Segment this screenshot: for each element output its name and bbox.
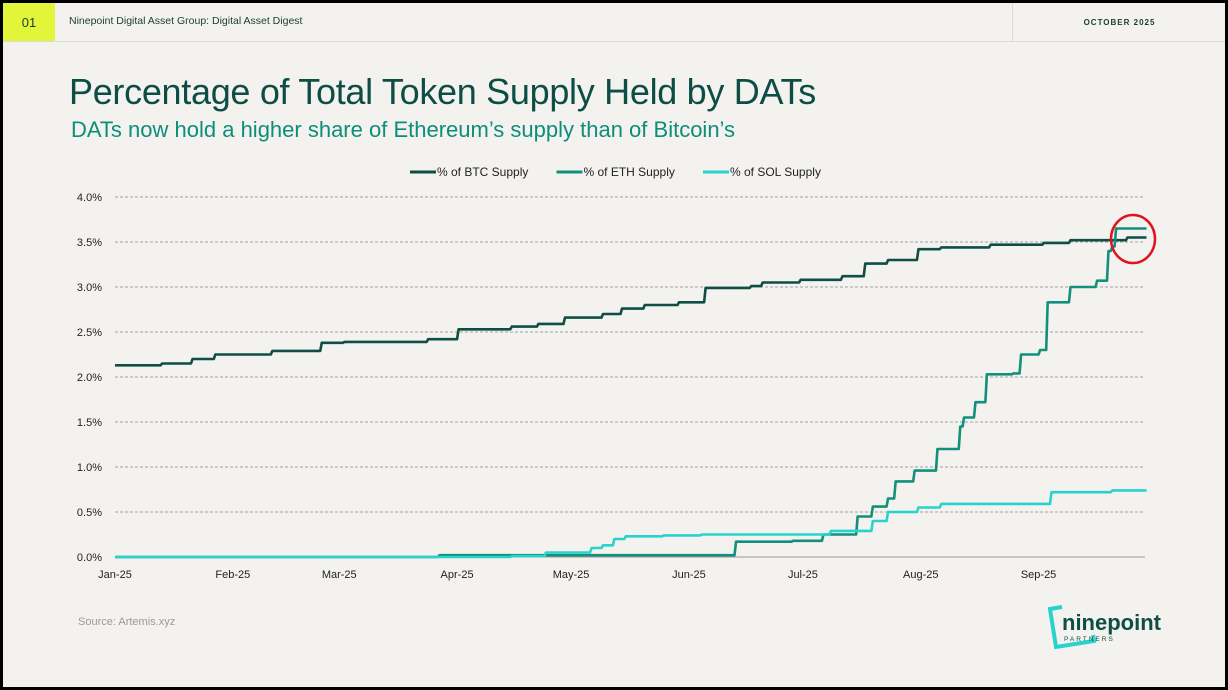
slide-subtitle: DATs now hold a higher share of Ethereum…: [71, 117, 736, 142]
legend-label: % of SOL Supply: [730, 165, 821, 179]
x-tick-label: Apr-25: [441, 569, 474, 581]
source-note: Source: Artemis.xyz: [78, 616, 176, 628]
document-title: Ninepoint Digital Asset Group: Digital A…: [69, 15, 303, 27]
slide-title: Percentage of Total Token Supply Held by…: [69, 71, 816, 112]
report-date: OCTOBER 2025: [1012, 3, 1226, 41]
top-bar: 01 Ninepoint Digital Asset Group: Digita…: [3, 3, 1225, 42]
page-number: 01: [3, 3, 55, 41]
y-tick-label: 0.0%: [77, 552, 102, 564]
svg-text:ninepoint: ninepoint: [1062, 610, 1162, 635]
y-tick-label: 3.5%: [77, 237, 102, 249]
x-tick-label: Jan-25: [98, 569, 132, 581]
series-line-ofbtcsupply: [115, 236, 1147, 367]
legend-label: % of BTC Supply: [437, 165, 528, 179]
x-tick-label: Mar-25: [322, 569, 357, 581]
series-line-ofsolsupply: [115, 489, 1147, 559]
y-tick-label: 0.5%: [77, 507, 102, 519]
x-tick-label: Jul-25: [788, 569, 818, 581]
y-tick-label: 2.0%: [77, 372, 102, 384]
y-tick-label: 4.0%: [77, 192, 102, 204]
x-tick-label: Aug-25: [903, 569, 938, 581]
x-tick-label: Feb-25: [215, 569, 250, 581]
highlight-circle: [1109, 213, 1157, 265]
svg-text:PARTNERS: PARTNERS: [1064, 636, 1115, 643]
ninepoint-logo: ninepoint PARTNERS: [1047, 603, 1168, 658]
y-tick-label: 1.5%: [77, 417, 102, 429]
x-tick-label: Sep-25: [1021, 569, 1056, 581]
x-tick-label: May-25: [553, 569, 590, 581]
y-tick-label: 2.5%: [77, 327, 102, 339]
legend-label: % of ETH Supply: [584, 165, 675, 179]
y-tick-label: 3.0%: [77, 282, 102, 294]
series-line-ofethsupply: [115, 227, 1147, 559]
y-tick-label: 1.0%: [77, 462, 102, 474]
x-tick-label: Jun-25: [672, 569, 706, 581]
slide: 01 Ninepoint Digital Asset Group: Digita…: [3, 3, 1225, 687]
